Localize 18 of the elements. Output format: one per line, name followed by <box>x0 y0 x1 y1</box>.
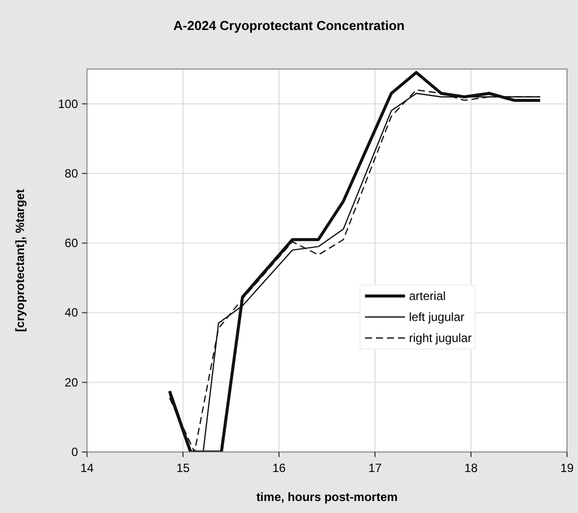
y-tick-label: 20 <box>64 375 78 390</box>
chart-title: A-2024 Cryoprotectant Concentration <box>173 18 405 33</box>
y-tick-label: 40 <box>64 306 78 320</box>
legend-label: arterial <box>409 289 446 303</box>
legend-label: left jugular <box>409 310 464 324</box>
y-tick-label: 100 <box>58 96 78 111</box>
x-axis-title: time, hours post-mortem <box>256 490 398 504</box>
y-tick-label: 80 <box>64 166 78 180</box>
x-tick-label: 18 <box>464 461 478 475</box>
x-tick-label: 17 <box>368 461 382 475</box>
x-tick-label: 14 <box>80 461 94 475</box>
legend-label: right jugular <box>409 331 472 345</box>
y-axis-title: [cryoprotectant], %target <box>13 189 27 332</box>
y-tick-label: 0 <box>71 445 78 459</box>
x-tick-label: 19 <box>560 461 574 475</box>
y-tick-label: 60 <box>64 236 78 250</box>
x-tick-label: 16 <box>272 461 286 475</box>
x-tick-label: 15 <box>176 461 190 475</box>
